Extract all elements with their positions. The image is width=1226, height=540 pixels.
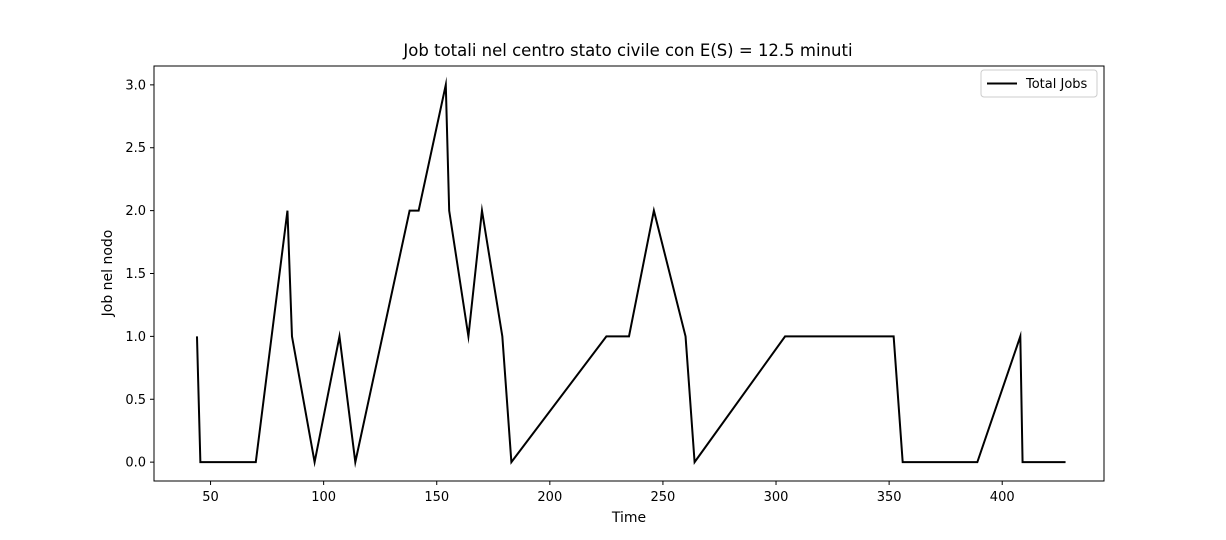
x-tick-label: 250 — [651, 490, 676, 505]
legend-box — [980, 69, 1098, 98]
chart-title: Job totali nel centro stato civile con E… — [402, 41, 852, 60]
x-tick-label: 200 — [537, 490, 562, 505]
legend-label-total-jobs: Total Jobs — [1025, 77, 1088, 92]
x-tick-label: 150 — [424, 490, 449, 505]
x-tick-label: 100 — [311, 490, 336, 505]
plot-frame — [153, 65, 1105, 482]
series-layer — [195, 76, 1066, 469]
x-tick-label: 400 — [990, 490, 1015, 505]
y-tick-label: 3.0 — [125, 78, 146, 93]
y-tick-label: 1.0 — [125, 330, 146, 345]
y-tick-label: 0.0 — [125, 456, 146, 471]
y-tick-label: 1.5 — [125, 267, 146, 282]
series-line-total-jobs — [195, 76, 1066, 469]
y-tick-label: 2.0 — [125, 204, 146, 219]
y-axis: 0.0 0.5 1.0 1.5 2.0 2.5 3.0 — [125, 78, 154, 471]
x-tick-label: 350 — [877, 490, 902, 505]
legend: Total Jobs — [980, 69, 1098, 98]
y-tick-label: 0.5 — [125, 393, 146, 408]
x-axis: 50 100 150 200 250 300 350 400 — [202, 481, 1015, 505]
x-axis-label: Time — [611, 510, 646, 526]
x-tick-label: 50 — [202, 490, 219, 505]
x-tick-label: 300 — [764, 490, 789, 505]
y-axis-label: Job nel nodo — [100, 230, 116, 318]
plot-area: 50 100 150 200 250 300 350 400 0.0 0.5 1.0 1.5 2.0 2… — [125, 65, 1105, 505]
y-tick-label: 2.5 — [125, 141, 146, 156]
